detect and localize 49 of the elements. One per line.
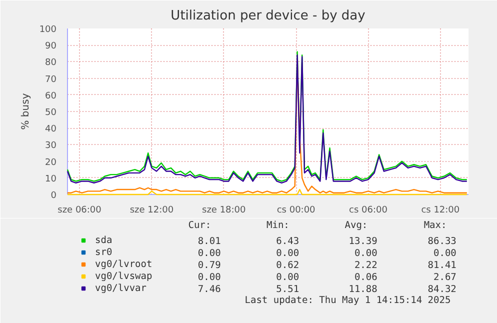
y-tick-label: 50 xyxy=(45,108,57,118)
text: 0.00 xyxy=(198,248,222,259)
text: 5.51 xyxy=(276,284,300,295)
x-tick-label: cs 06:00 xyxy=(349,206,388,216)
legend-label: vg0/lvswap xyxy=(95,270,152,282)
y-tick-label: 70 xyxy=(45,74,57,85)
text: 0.00 xyxy=(354,248,378,259)
text: 8.01 xyxy=(198,236,222,247)
y-tick-label: 10 xyxy=(45,174,57,184)
y-tick-label: 0 xyxy=(50,191,57,201)
text: 0.79 xyxy=(198,260,222,271)
y-tick-label: 60 xyxy=(45,91,57,102)
text: 84.32 xyxy=(428,284,456,295)
text: Cur: xyxy=(188,220,212,231)
text: 0.00 xyxy=(434,248,457,259)
text: 11.88 xyxy=(348,284,378,295)
text: Last update: Thu May 1 14:15:14 2025 xyxy=(244,295,451,306)
y-tick-label: 80 xyxy=(45,58,57,68)
legend-label: sda xyxy=(95,234,114,246)
y-axis-title: % busy xyxy=(20,93,32,130)
text: 7.46 xyxy=(198,284,222,295)
text: 2.22 xyxy=(354,260,378,271)
text: 86.33 xyxy=(428,236,456,247)
legend-label: vg0/lvroot xyxy=(95,258,152,270)
text: 6.43 xyxy=(276,236,300,247)
text: Max: xyxy=(424,220,447,231)
text: 0.62 xyxy=(276,260,300,271)
x-tick-label: sze 18:00 xyxy=(202,206,246,216)
x-tick-label: cs 12:00 xyxy=(421,206,460,216)
text: 0.06 xyxy=(354,272,378,283)
text: 2.67 xyxy=(434,272,456,283)
legend-label: sr0 xyxy=(95,246,114,258)
x-tick-label: cs 00:00 xyxy=(276,206,316,216)
y-tick-label: 40 xyxy=(45,124,57,135)
text: 81.41 xyxy=(428,260,457,271)
x-tick-label: sze 06:00 xyxy=(58,206,102,216)
y-tick-label: 20 xyxy=(45,158,57,168)
text: Min: xyxy=(266,220,290,231)
chart-title: Utilization per device - by day xyxy=(170,8,366,24)
text: Avg: xyxy=(344,220,368,231)
text: 13.39 xyxy=(348,236,378,247)
y-tick-label: 90 xyxy=(45,42,57,52)
legend-label: vg0/lvvar xyxy=(95,282,146,294)
text: 0.00 xyxy=(276,248,300,259)
text: 0.00 xyxy=(198,272,222,283)
x-tick-label: sze 12:00 xyxy=(130,206,174,216)
y-tick-label: 100 xyxy=(39,25,57,35)
y-tick-label: 30 xyxy=(45,141,57,152)
text: 0.00 xyxy=(276,272,300,283)
